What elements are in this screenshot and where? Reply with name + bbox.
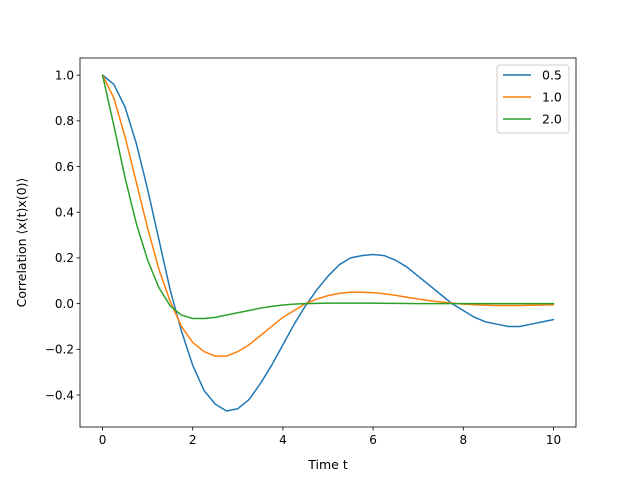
y-axis-label: Correlation ⟨x(t)x(0)⟩ (14, 178, 29, 308)
legend-label-2-0: 2.0 (542, 112, 562, 127)
x-tick-label: 4 (279, 433, 287, 447)
y-tick-label: 0.6 (55, 160, 74, 174)
x-axis-label: Time t (307, 457, 348, 472)
legend-entries: 0.5 1.0 2.0 (503, 68, 562, 127)
legend-label-0-5: 0.5 (542, 68, 562, 83)
y-axis-ticks: −0.4 −0.2 0.0 0.2 0.4 0.6 0.8 1.0 (45, 68, 80, 402)
y-tick-label: 0.8 (55, 114, 74, 128)
legend: 0.5 1.0 2.0 (496, 64, 570, 134)
y-tick-label: 0.2 (55, 251, 74, 265)
series-layer (101, 74, 555, 412)
x-axis-ticks: 0 2 4 6 8 10 (99, 427, 561, 447)
y-tick-label: −0.2 (45, 343, 74, 357)
series-line-2-0 (101, 74, 555, 320)
y-tick-label: 1.0 (55, 68, 74, 82)
y-tick-label: −0.4 (45, 388, 74, 402)
x-tick-label: 10 (546, 433, 561, 447)
x-tick-label: 8 (459, 433, 467, 447)
y-tick-label: 0.0 (55, 297, 74, 311)
x-tick-label: 2 (189, 433, 197, 447)
x-tick-label: 0 (99, 433, 107, 447)
legend-box (496, 64, 570, 134)
legend-label-1-0: 1.0 (542, 90, 562, 105)
plot-frame (79, 57, 577, 428)
series-line-1-0 (101, 74, 555, 357)
y-tick-label: 0.4 (55, 206, 74, 220)
x-tick-label: 6 (369, 433, 377, 447)
